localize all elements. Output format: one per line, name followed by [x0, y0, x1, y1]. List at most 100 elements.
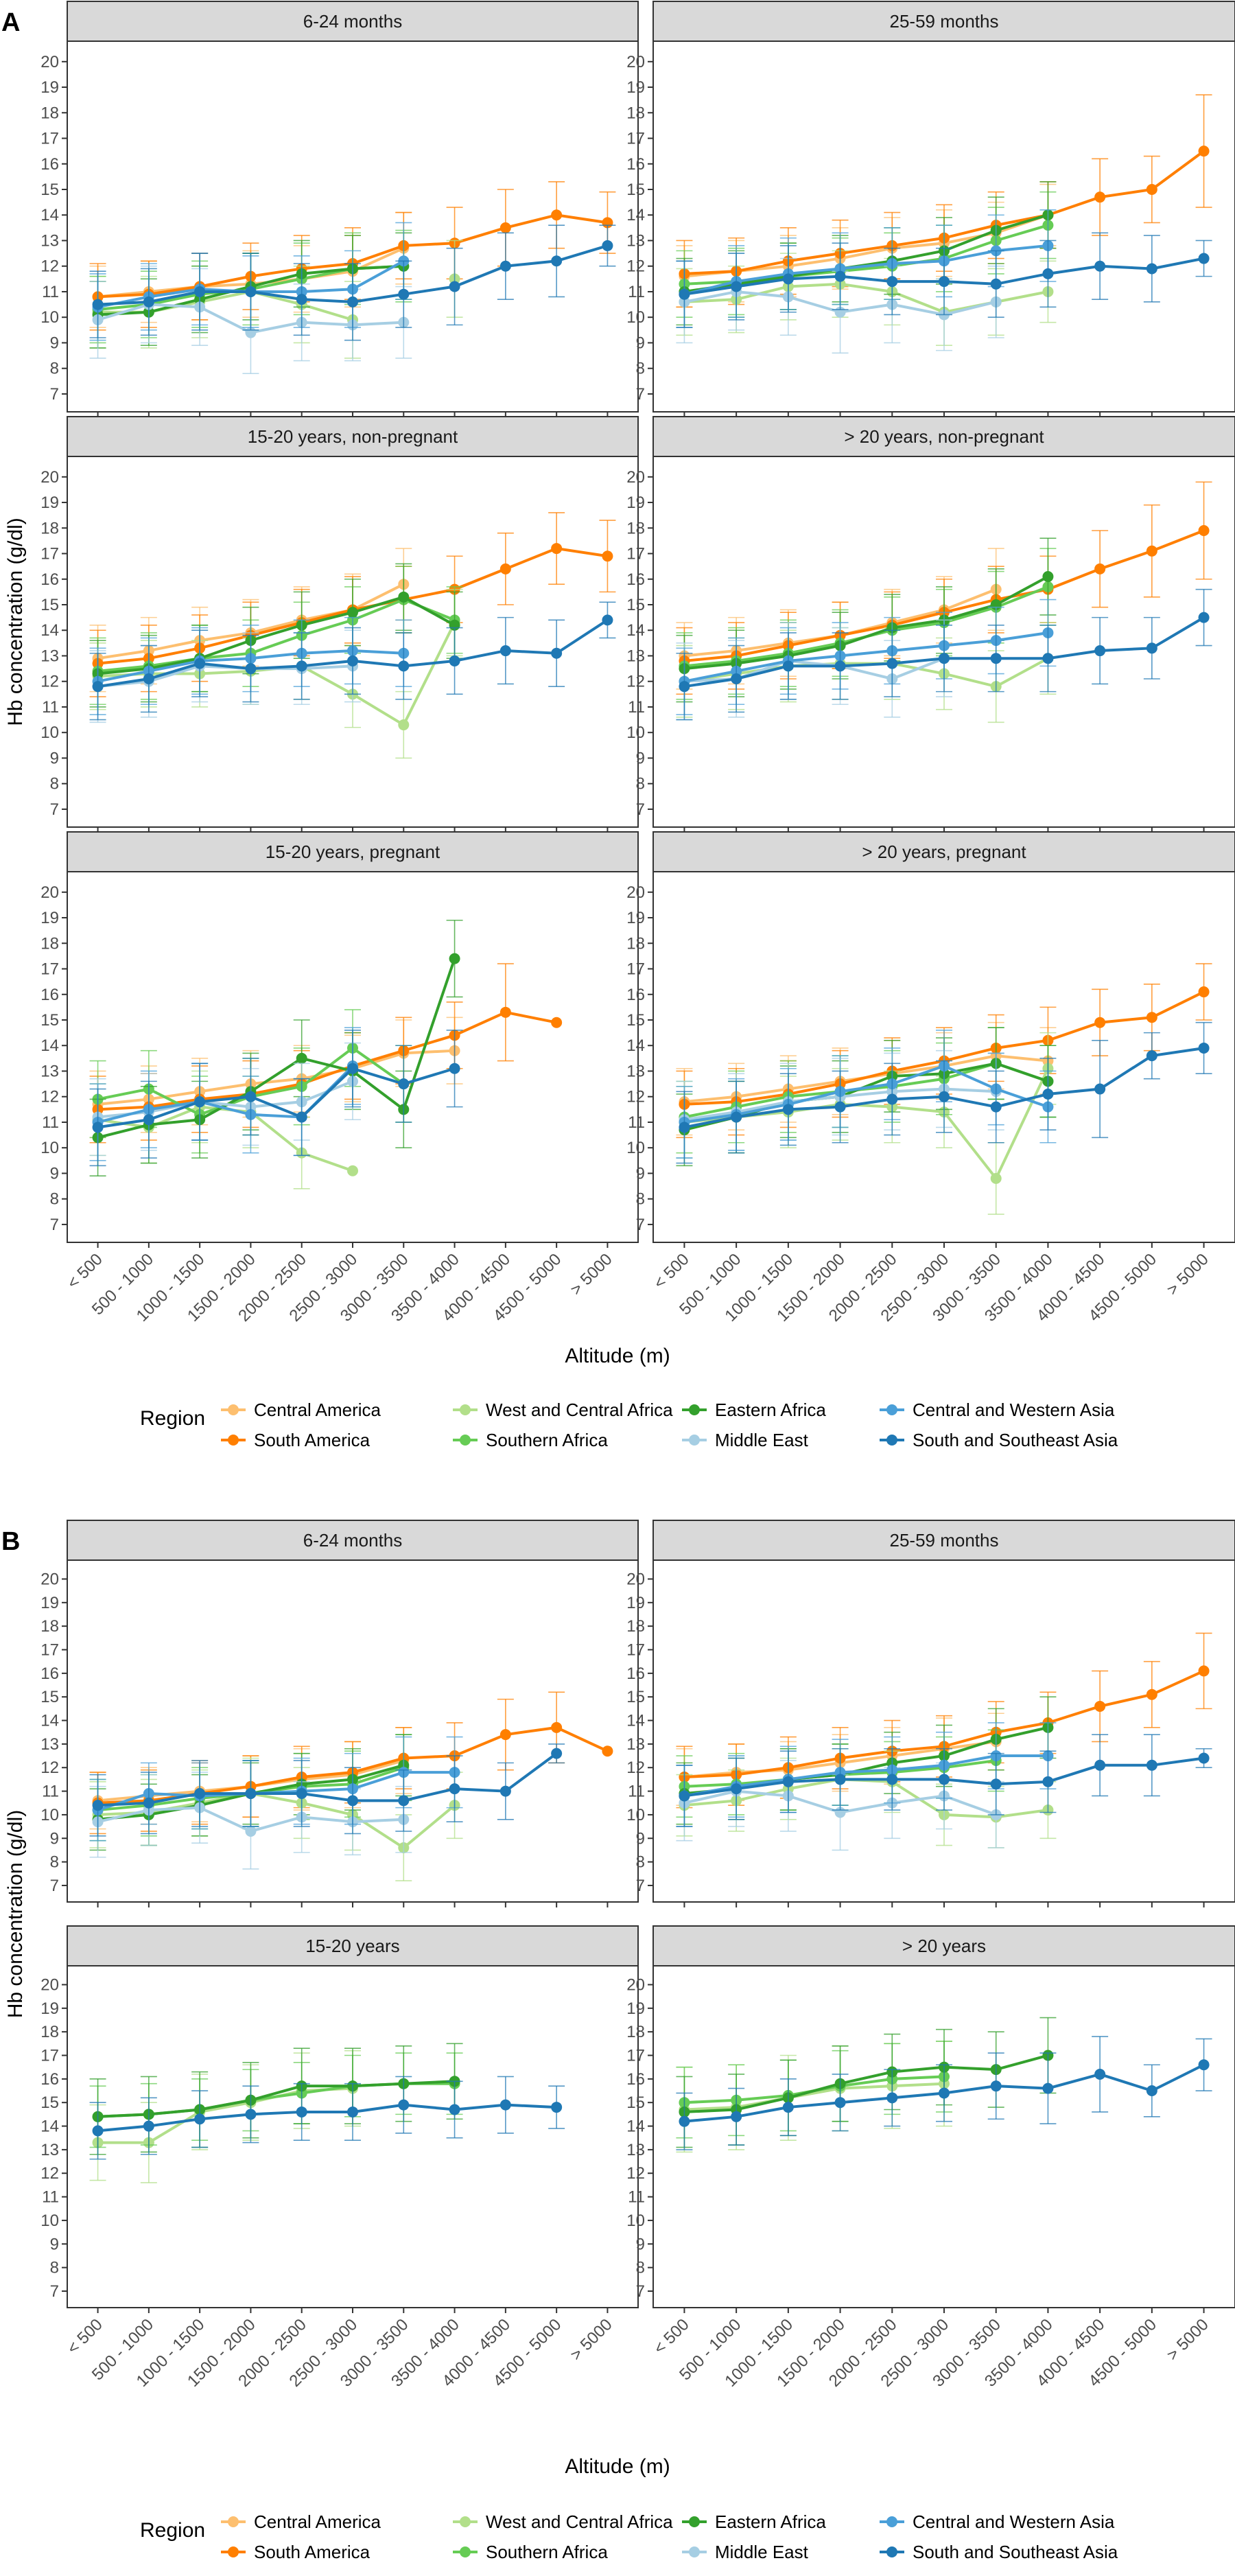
legend: Region Central America West and Central Af…: [140, 2511, 1118, 2562]
y-tick-label: 12: [626, 1088, 645, 1106]
data-point: [347, 1063, 358, 1074]
data-point: [551, 1017, 563, 1028]
data-point: [679, 1790, 690, 1802]
facet-strip: [652, 416, 1235, 457]
legend-entry-label: South and Southeast Asia: [913, 2542, 1118, 2562]
y-tick-label: 13: [40, 1735, 59, 1754]
data-point: [1094, 1700, 1106, 1712]
y-tick-label: 8: [50, 1853, 59, 1872]
y-tick-label: 19: [40, 494, 59, 512]
data-point: [449, 953, 460, 964]
y-tick-label: 12: [626, 673, 645, 691]
legend-key-point: [228, 1404, 239, 1415]
y-tick-label: 16: [626, 570, 645, 589]
facet-panel: 25-59 months 7 8 9 10 11 12 13 14 15 16 17 18 19 20: [626, 1520, 1235, 1907]
facet-panel: 15-20 years, non-pregnant 7 8 9 10 11 12 13 14 15…: [40, 416, 639, 833]
legend-key-point: [886, 2546, 897, 2557]
legend-entry-label: Eastern Africa: [715, 1400, 826, 1420]
series-line: [684, 2082, 945, 2111]
y-tick-label: 12: [40, 1088, 59, 1106]
y-tick-label: 10: [626, 723, 645, 742]
legend-key-point: [886, 1435, 897, 1446]
data-point: [939, 1774, 950, 1785]
y-tick-label: 18: [40, 104, 59, 122]
data-point: [990, 1778, 1002, 1790]
data-point: [782, 273, 794, 285]
legend-key-point: [689, 2546, 700, 2557]
data-point: [245, 1091, 257, 1102]
data-point: [296, 1052, 307, 1064]
y-tick-label: 17: [40, 960, 59, 979]
facet-strip: [652, 831, 1235, 872]
data-point: [731, 673, 742, 684]
data-point: [782, 1104, 794, 1115]
y-tick-label: 16: [40, 1664, 59, 1683]
data-point: [449, 1063, 460, 1074]
y-tick-label: 14: [40, 206, 59, 224]
data-point: [92, 681, 104, 693]
legend-key-point: [689, 2516, 700, 2527]
data-point: [990, 653, 1002, 664]
data-point: [143, 2120, 154, 2132]
y-tick-label: 14: [626, 206, 645, 224]
facet-strip: [67, 1, 639, 42]
data-point: [551, 1748, 563, 1759]
y-tick-label: 17: [626, 545, 645, 564]
data-point: [731, 1111, 742, 1123]
data-point: [886, 276, 898, 288]
facet-panel: 6-24 months 7 8 9 10 11 12 13 14 15 16 17 18 19 20: [40, 1520, 639, 1907]
x-tick-label: > 5000: [567, 2315, 615, 2364]
series-line: [97, 2080, 455, 2118]
data-point: [143, 1797, 154, 1809]
series-line: [684, 575, 1049, 671]
y-tick-label: 12: [40, 673, 59, 691]
data-point: [1094, 563, 1106, 575]
legend-entry-label: Central and Western Asia: [913, 2511, 1115, 2532]
y-tick-label: 16: [40, 986, 59, 1004]
data-point: [499, 1729, 511, 1741]
data-point: [499, 222, 511, 233]
y-tick-label: 15: [626, 596, 645, 614]
y-tick-label: 13: [626, 2141, 645, 2159]
facet-strip: [67, 831, 639, 872]
y-tick-label: 13: [626, 1735, 645, 1754]
y-tick-label: 13: [40, 231, 59, 250]
data-point: [551, 255, 563, 267]
data-point: [398, 591, 410, 603]
y-tick-label: 17: [626, 960, 645, 979]
y-tick-label: 11: [42, 1783, 59, 1801]
y-tick-label: 13: [40, 1062, 59, 1080]
legend-key-point: [886, 2516, 897, 2527]
data-point: [834, 1101, 846, 1113]
data-point: [398, 719, 410, 731]
data-point: [939, 653, 950, 664]
y-tick-label: 11: [42, 1113, 59, 1132]
y-tick-label: 11: [628, 2188, 645, 2207]
y-tick-label: 10: [626, 2212, 645, 2230]
data-point: [602, 614, 613, 626]
y-tick-label: 10: [626, 308, 645, 327]
data-point: [939, 276, 950, 288]
y-tick-label: 7: [50, 1216, 59, 1234]
series: [89, 1743, 565, 1837]
y-tick-label: 9: [50, 749, 59, 767]
y-tick-label: 15: [40, 596, 59, 614]
series: [89, 224, 616, 341]
facet-title: > 20 years, pregnant: [862, 842, 1026, 862]
data-point: [194, 1096, 206, 1108]
y-tick-label: 18: [626, 104, 645, 122]
data-point: [194, 1788, 206, 1800]
data-point: [551, 647, 563, 659]
y-tick-label: 12: [40, 257, 59, 276]
y-tick-label: 12: [626, 2164, 645, 2183]
series-line: [683, 244, 1048, 296]
y-tick-label: 7: [636, 2282, 645, 2301]
facet-strip: [67, 1520, 639, 1561]
y-tick-label: 20: [40, 1570, 59, 1588]
legend-entry-label: West and Central Africa: [486, 2511, 673, 2532]
data-point: [143, 296, 154, 308]
legend-entry-label: South and Southeast Asia: [913, 1430, 1118, 1450]
y-tick-label: 16: [626, 155, 645, 174]
facet-title: 6-24 months: [303, 1530, 403, 1551]
facet-strip: [652, 1520, 1235, 1561]
